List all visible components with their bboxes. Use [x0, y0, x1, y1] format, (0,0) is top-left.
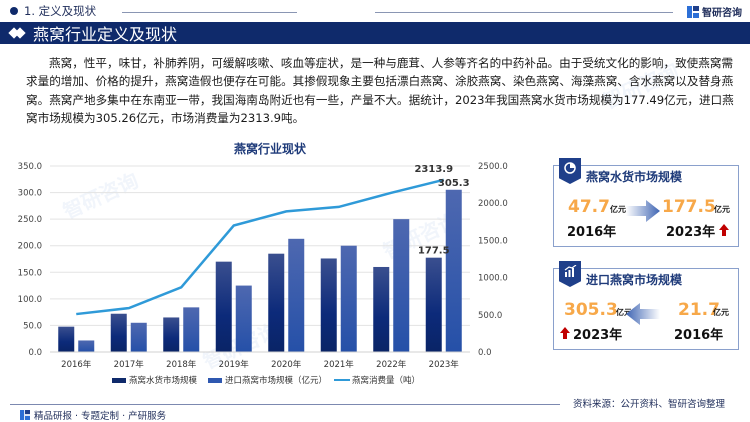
x-tick: 2018年: [166, 359, 197, 370]
y-left-tick: 250.0: [18, 215, 42, 225]
brand-icon: [20, 410, 30, 420]
y-left-tick: 150.0: [18, 268, 42, 278]
legend-swatch-import: [208, 378, 222, 383]
bullet-icon: [10, 7, 18, 15]
y-right-tick: 2000.0: [478, 199, 508, 209]
start-value: 21.7: [678, 300, 720, 320]
bar-import: [183, 307, 200, 352]
end-year: 2023年: [666, 225, 716, 240]
consumption-line: [76, 178, 445, 316]
legend-label: 燕窝消费量（吨）: [352, 375, 420, 386]
diamond-icon: [8, 27, 26, 39]
legend-label: 进口燕窝市场规模（亿元）: [225, 375, 327, 386]
bar-import: [393, 219, 410, 352]
brand-logo: 智研咨询: [687, 4, 742, 19]
legend-swatch-domestic: [112, 378, 126, 383]
x-tick: 2021年: [324, 359, 355, 370]
data-label: 177.5: [418, 246, 450, 257]
x-tick: 2016年: [61, 359, 92, 370]
divider: [375, 12, 673, 13]
brand-icon: [687, 5, 699, 18]
bar-import: [445, 189, 462, 352]
pie-chart-icon: [559, 158, 581, 184]
bar-domestic: [58, 326, 75, 352]
up-arrow-icon: [719, 224, 729, 236]
bar-domestic: [110, 313, 127, 352]
y-left-tick: 100.0: [18, 295, 42, 305]
footer-left-text: 精品研报 · 专题定制 · 产研服务: [34, 411, 167, 422]
divider: [122, 12, 297, 13]
bar-import: [235, 285, 252, 352]
card-domestic-market: 燕窝水货市场规模 47.7 亿元 2016年 177.5 亿元 2023年: [553, 158, 739, 247]
x-tick: 2017年: [114, 359, 145, 370]
brand-name: 智研咨询: [702, 8, 742, 19]
end-value: 177.5: [662, 197, 716, 217]
bar-import: [78, 340, 95, 352]
up-arrow-icon: [560, 327, 570, 339]
footer-tagline: 精品研报 · 专题定制 · 产研服务: [20, 408, 166, 422]
data-label: 2313.9: [414, 164, 453, 175]
description-paragraph: 燕窝，性平，味甘，补肺养阴，可缓解咳嗽、咳血等症状，是一种与鹿茸、人参等齐名的中…: [26, 56, 734, 125]
bar-domestic: [268, 253, 285, 352]
start-value: 47.7: [568, 197, 610, 217]
start-year: 2016年: [567, 225, 617, 240]
legend-label: 燕窝水货市场规模: [129, 375, 198, 386]
chart-svg: 0.0 50.0 100.0 150.0 200.0 250.0 300.0 350.0 0.0…: [18, 162, 508, 386]
x-tick: 2019年: [219, 359, 250, 370]
y-left-tick: 200.0: [18, 242, 42, 252]
arrow-left-icon: [626, 303, 660, 325]
bar-domestic: [163, 317, 180, 352]
end-unit: 亿元: [616, 308, 632, 317]
card-import-market: 进口燕窝市场规模 305.3 亿元 2023年 21.7 亿元 2016年: [553, 261, 739, 350]
card-title: 进口燕窝市场规模: [586, 273, 683, 287]
start-unit: 亿元: [610, 205, 626, 214]
title-banner: 燕窝行业定义及现状: [0, 22, 750, 44]
data-label: 305.3: [438, 178, 470, 189]
chart-title: 燕窝行业现状: [233, 142, 306, 156]
y-right-tick: 2500.0: [478, 162, 508, 172]
page-title: 燕窝行业定义及现状: [33, 25, 178, 44]
section-label: 1. 定义及现状: [24, 4, 97, 18]
y-right-tick: 0.0: [478, 348, 492, 358]
y-left-tick: 300.0: [18, 189, 42, 199]
start-unit: 亿元: [713, 308, 729, 317]
arrow-right-icon: [626, 200, 660, 222]
y-left-tick: 0.0: [28, 348, 42, 358]
section-heading: 1. 定义及现状: [10, 3, 96, 19]
y-left-tick: 50.0: [23, 321, 42, 331]
source-note: 资料来源：公开资料、智研咨询整理: [573, 399, 726, 410]
y-right-tick: 500.0: [478, 311, 502, 321]
end-year: 2023年: [573, 328, 623, 343]
footer-divider: [10, 404, 560, 405]
bar-import: [340, 245, 357, 352]
bar-domestic: [373, 266, 390, 352]
x-tick: 2020年: [271, 359, 302, 370]
bar-trend-icon: [559, 261, 581, 287]
y-left-tick: 350.0: [18, 162, 42, 172]
bar-domestic: [320, 258, 337, 352]
y-right-tick: 1000.0: [478, 274, 508, 284]
bar-domestic: [425, 257, 442, 352]
end-unit: 亿元: [714, 205, 730, 214]
end-value: 305.3: [564, 300, 618, 320]
x-tick: 2022年: [376, 359, 407, 370]
start-year: 2016年: [674, 328, 724, 343]
bar-domestic: [215, 261, 232, 352]
bar-import: [288, 238, 305, 352]
y-right-tick: 1500.0: [478, 236, 508, 246]
bar-import: [130, 322, 147, 352]
combo-chart: 0.0 50.0 100.0 150.0 200.0 250.0 300.0 350.0 0.0…: [0, 150, 540, 404]
x-tick: 2023年: [429, 359, 460, 370]
card-title: 燕窝水货市场规模: [586, 170, 683, 184]
